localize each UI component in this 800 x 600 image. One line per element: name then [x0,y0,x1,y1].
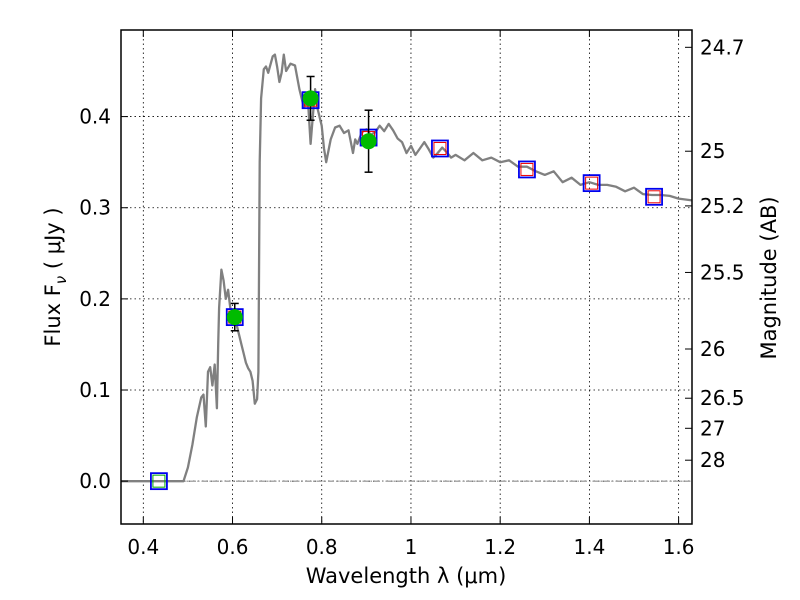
x-axis-label: Wavelength λ (μm) [306,564,507,588]
photometry-box-outer [645,187,663,206]
y-axis-label-subscript: ν [52,276,70,284]
right-tick-label: 24.7 [700,35,745,59]
photometry-box-inner [585,176,599,190]
x-tick-label: 1.2 [484,535,516,559]
x-tick-label: 1.6 [663,535,695,559]
right-tick-label: 25.5 [700,260,745,284]
grid [121,30,692,524]
model-spectrum-line [121,53,693,483]
y-tick-label: 0.1 [79,378,111,402]
y-tick-label: 0.3 [79,196,111,220]
right-tick-label: 25.2 [700,194,745,218]
y-axis-label: Flux Fν ( μJy ) [41,207,70,346]
right-tick-label: 26 [700,337,725,361]
right-axis-ticks: 24.7 25 25.2 25.5 26 26.5 27 28 [685,35,745,472]
right-tick-label: 26.5 [700,386,745,410]
photometry-box-outer [518,160,536,179]
photometry-box-inner [433,141,447,155]
right-axis-label: Magnitude (AB) [757,196,781,359]
svg-text:Flux Fν ( μJy ): Flux Fν ( μJy ) [41,207,70,346]
x-tick-label: 0.4 [127,535,159,559]
photometry-box-inner [520,162,534,176]
photometry-box-outer [582,174,601,193]
x-tick-label: 0.8 [306,535,338,559]
photometry-box-outer [431,139,449,158]
photometry-box-outer [150,472,168,491]
y-tick-label: 0.0 [79,469,111,493]
data-point [360,133,377,150]
plot-frame [120,29,693,525]
data-point [302,90,319,107]
observed-photometry-points [226,75,377,332]
right-tick-label: 27 [700,416,725,440]
y-axis-ticks: 0.0 0.1 0.2 0.3 0.4 [79,105,128,493]
right-tick-label: 25 [700,139,725,163]
x-tick-label: 1.4 [573,535,605,559]
x-tick-label: 1 [405,535,418,559]
x-axis-ticks: 0.4 0.6 0.8 1 1.2 1.4 1.6 [127,30,695,559]
y-tick-label: 0.4 [79,105,111,129]
y-tick-label: 0.2 [79,287,111,311]
right-tick-label: 28 [700,448,725,472]
photometry-box-inner [647,190,661,204]
y-axis-label-main: Flux F [41,284,65,346]
photometry-box-inner [152,474,166,488]
y-axis-label-unit: ( μJy ) [41,207,65,275]
x-tick-label: 0.6 [217,535,249,559]
data-point [226,309,243,326]
